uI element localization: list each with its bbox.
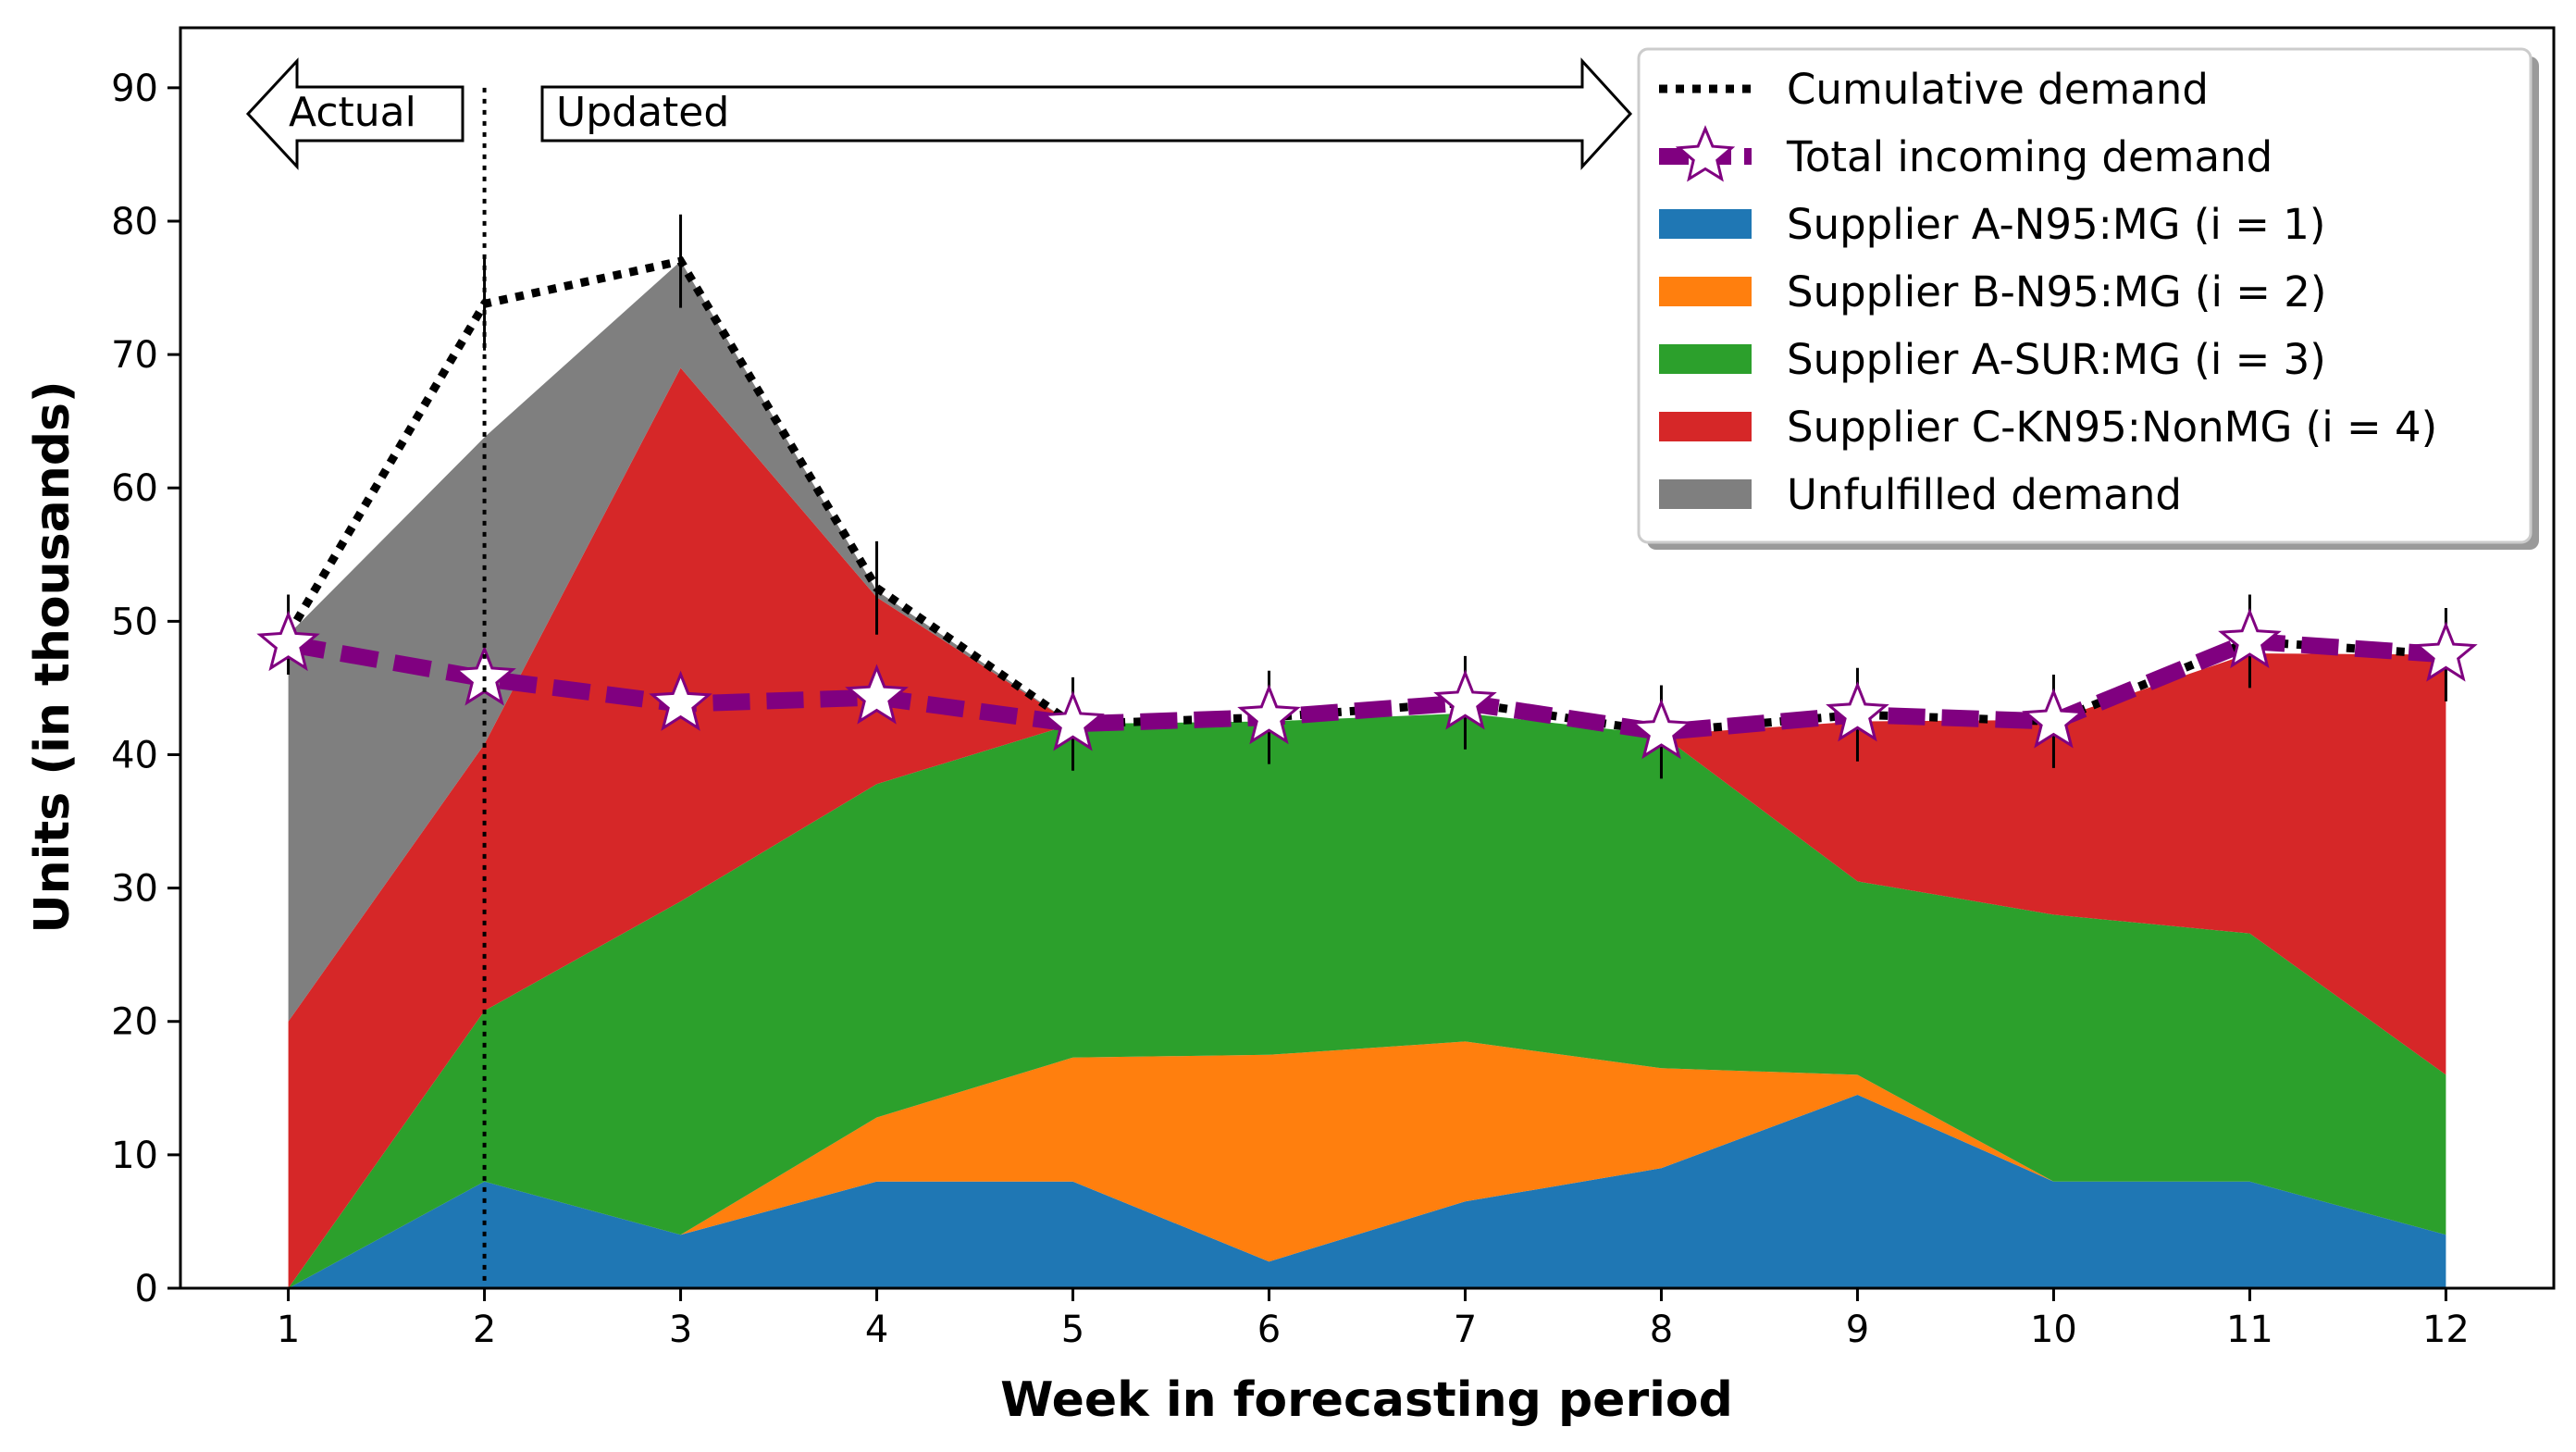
y-tick-label: 60 <box>111 467 158 510</box>
x-tick-label: 1 <box>277 1309 300 1351</box>
total-incoming-star-marker <box>256 610 320 672</box>
legend-supplier-a-n95-swatch <box>1659 209 1752 239</box>
total-incoming-star-marker <box>1237 684 1301 745</box>
total-incoming-star-marker <box>1041 690 1105 751</box>
y-tick-label: 20 <box>111 1001 158 1044</box>
area-series-4 <box>288 367 2446 1288</box>
legend-supplier-b-n95-swatch <box>1659 277 1752 306</box>
total-incoming-star-marker <box>2218 607 2282 669</box>
x-tick-label: 6 <box>1257 1309 1281 1351</box>
legend-unfulfilled-label: Unfulfilled demand <box>1787 470 2182 519</box>
legend-box <box>1637 47 2533 544</box>
y-tick-label: 0 <box>135 1268 158 1310</box>
total-incoming-star-marker <box>845 664 909 725</box>
total-incoming-star-marker <box>2414 621 2478 682</box>
actual-left-arrow <box>245 57 464 170</box>
area-series-3 <box>288 713 2446 1288</box>
total-incoming-star-marker <box>1826 681 1889 742</box>
y-tick-label: 70 <box>111 334 158 377</box>
x-tick-label: 12 <box>2422 1309 2470 1351</box>
legend-supplier-c-kn95-swatch <box>1659 412 1752 441</box>
x-tick-label: 7 <box>1454 1309 1477 1351</box>
y-tick-label: 80 <box>111 201 158 243</box>
x-tick-label: 11 <box>2226 1309 2273 1351</box>
x-tick-label: 9 <box>1846 1309 1869 1351</box>
total-incoming-star-marker <box>1629 698 1693 760</box>
total-incoming-demand-line <box>287 632 2447 741</box>
y-axis-ticks: 0 10 20 30 40 50 60 70 80 90 <box>111 68 180 1310</box>
legend-unfulfilled-swatch <box>1659 479 1752 509</box>
legend-total-incoming-label: Total incoming demand <box>1786 132 2273 181</box>
legend-cumulative-demand-label: Cumulative demand <box>1787 65 2209 114</box>
total-incoming-star-marker <box>2022 688 2086 749</box>
area-series-1 <box>288 1095 2446 1288</box>
updated-arrow-label: Updated <box>556 89 729 136</box>
x-tick-label: 10 <box>2030 1309 2077 1351</box>
x-tick-label: 4 <box>865 1309 888 1351</box>
legend-supplier-b-n95-label: Supplier B-N95:MG (i = 2) <box>1787 267 2326 316</box>
total-incoming-demand-line-group <box>256 607 2478 760</box>
x-tick-label: 5 <box>1061 1309 1084 1351</box>
y-axis-title: Units (in thousands) <box>25 380 80 933</box>
legend-total-incoming-star-marker <box>1675 125 1736 182</box>
x-axis-ticks: 1 2 3 4 5 6 7 8 9 10 11 12 <box>277 1288 2470 1351</box>
legend-supplier-c-kn95-label: Supplier C-KN95:NonMG (i = 4) <box>1787 403 2437 452</box>
plot-frame <box>179 26 2556 1290</box>
total-incoming-star-marker <box>649 670 712 731</box>
x-tick-label: 3 <box>669 1309 692 1351</box>
x-tick-label: 8 <box>1650 1309 1673 1351</box>
legend-supplier-a-sur-label: Supplier A-SUR:MG (i = 3) <box>1787 335 2326 384</box>
updated-right-arrow <box>540 57 1633 170</box>
stacked-areas <box>288 261 2446 1288</box>
y-tick-label: 50 <box>111 601 158 643</box>
legend-supplier-a-n95-label: Supplier A-N95:MG (i = 1) <box>1787 200 2325 249</box>
y-tick-label: 90 <box>111 68 158 110</box>
actual-arrow-label: Actual <box>289 89 416 136</box>
x-axis-title: Week in forecasting period <box>1000 1372 1733 1428</box>
legend-supplier-a-sur-swatch <box>1659 344 1752 374</box>
y-tick-label: 10 <box>111 1135 158 1177</box>
y-tick-label: 40 <box>111 734 158 776</box>
total-incoming-star-marker <box>1433 669 1497 730</box>
area-series-2 <box>288 1041 2446 1288</box>
legend: Cumulative demand Total incoming demand … <box>1637 47 2539 550</box>
y-tick-label: 30 <box>111 868 158 911</box>
x-tick-label: 2 <box>473 1309 496 1351</box>
